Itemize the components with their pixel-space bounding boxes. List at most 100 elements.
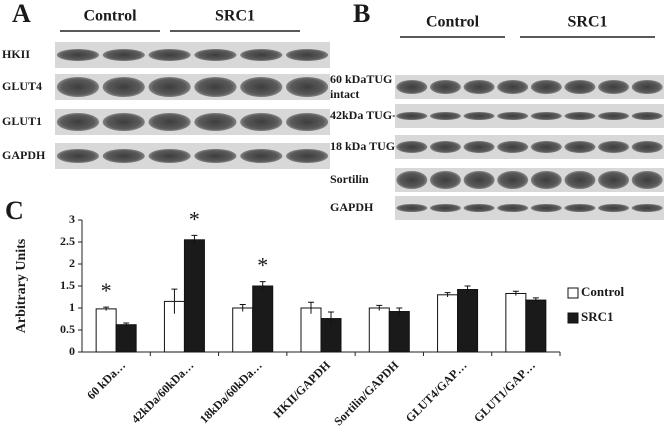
blot-band bbox=[194, 113, 237, 131]
blot-band bbox=[396, 80, 428, 94]
row-label: 60 kDaTUG intact bbox=[330, 72, 392, 101]
error-bar bbox=[512, 290, 519, 296]
error-bar bbox=[259, 281, 266, 291]
blot-band bbox=[286, 149, 329, 163]
blot-band bbox=[598, 80, 630, 94]
bar bbox=[505, 292, 527, 353]
row-label: GAPDH bbox=[2, 148, 46, 162]
blot-band bbox=[286, 77, 329, 97]
blot-band bbox=[463, 112, 495, 120]
blot-band bbox=[463, 141, 495, 153]
error-bar bbox=[464, 285, 471, 294]
blot-band bbox=[102, 77, 145, 97]
y-tick-label: 1 bbox=[69, 300, 75, 314]
y-tick-label: 3 bbox=[69, 212, 75, 226]
row-label: 42kDa TUG-C bbox=[330, 108, 405, 122]
blot-band bbox=[463, 80, 495, 94]
error-bar bbox=[376, 304, 383, 311]
error-bar bbox=[328, 311, 334, 326]
blot-strip bbox=[55, 143, 330, 169]
error-bar bbox=[191, 234, 198, 245]
blot-band bbox=[102, 49, 145, 61]
blot-band bbox=[286, 49, 329, 61]
bar bbox=[115, 324, 137, 353]
row-label: HKII bbox=[2, 47, 30, 61]
blot-band bbox=[598, 171, 630, 189]
blot-band bbox=[463, 204, 495, 212]
blot-panel-a: A Control SRC1 HKII GLUT4 GLUT1 GAPDH bbox=[2, 0, 330, 169]
blot-band bbox=[240, 149, 283, 163]
blot-band bbox=[56, 77, 99, 97]
blot-band bbox=[564, 112, 596, 120]
x-tick-label: 42kDa/60kDa… bbox=[129, 358, 197, 426]
blot-band bbox=[497, 141, 529, 153]
blot-band bbox=[530, 80, 562, 94]
blot-band bbox=[102, 149, 145, 163]
group-label: SRC1 bbox=[567, 14, 607, 31]
blot-band bbox=[240, 113, 283, 131]
error-bar bbox=[239, 303, 246, 312]
panel-label: A bbox=[12, 0, 31, 28]
y-tick-label: 2 bbox=[69, 256, 75, 270]
y-tick-label: 1.5 bbox=[60, 278, 75, 292]
panel-label: B bbox=[353, 0, 370, 28]
blot-band bbox=[564, 171, 596, 189]
blot-band bbox=[148, 49, 191, 61]
error-bar bbox=[103, 306, 110, 311]
bar bbox=[300, 307, 322, 353]
y-axis-label: Arbitrary Units bbox=[14, 238, 29, 333]
y-tick-label: 0.5 bbox=[60, 322, 75, 336]
blot-band bbox=[497, 171, 529, 189]
blot-band bbox=[240, 49, 283, 61]
group-label: Control bbox=[426, 14, 480, 31]
x-tick-label: HKII/GAPDH bbox=[270, 358, 333, 421]
row-label: GLUT4 bbox=[2, 79, 42, 93]
blot-band bbox=[564, 204, 596, 212]
x-tick-label: GLUT1/GAP… bbox=[471, 358, 538, 425]
bar bbox=[183, 239, 205, 353]
blot-band bbox=[194, 149, 237, 163]
blot-strip bbox=[55, 109, 330, 135]
x-tick-label: 18kDa/60kDa… bbox=[197, 358, 265, 426]
significance-mark: * bbox=[101, 278, 112, 303]
blot-band bbox=[56, 49, 99, 61]
legend-label: Control bbox=[581, 284, 624, 299]
blot-band bbox=[194, 49, 237, 61]
legend-swatch bbox=[567, 287, 579, 299]
chart: C Arbitrary Units 0 0.5 1 1.5 2 2.5 3 60 kDa… * 42k… bbox=[5, 196, 624, 428]
blot-band bbox=[148, 77, 191, 97]
bar bbox=[368, 307, 390, 353]
panel-label: C bbox=[5, 196, 24, 225]
blot-band bbox=[56, 113, 99, 131]
blot-band bbox=[631, 80, 663, 94]
group-label: Control bbox=[83, 8, 137, 25]
blot-band bbox=[631, 112, 663, 120]
blot-strip bbox=[55, 74, 330, 100]
error-bar bbox=[444, 292, 451, 297]
error-bar bbox=[532, 297, 539, 303]
blot-band bbox=[396, 204, 428, 212]
blot-band bbox=[598, 141, 630, 153]
legend-swatch bbox=[567, 312, 579, 324]
blot-band bbox=[429, 80, 461, 94]
blot-band bbox=[598, 112, 630, 120]
blot-band bbox=[396, 141, 428, 153]
error-bar bbox=[171, 288, 178, 314]
row-label: Sortilin bbox=[330, 172, 369, 186]
row-label: 18 kDa TUG-C bbox=[330, 139, 408, 153]
group-label: SRC1 bbox=[215, 8, 255, 25]
blot-band bbox=[463, 171, 495, 189]
y-tick-label: 0 bbox=[69, 344, 75, 358]
blot-band bbox=[530, 141, 562, 153]
blot-band bbox=[530, 171, 562, 189]
blot-band bbox=[429, 204, 461, 212]
x-tick-label: GLUT4/GAP… bbox=[403, 358, 470, 425]
bar bbox=[457, 289, 479, 353]
y-tick-label: 2.5 bbox=[60, 234, 75, 248]
blot-band bbox=[631, 141, 663, 153]
error-bar bbox=[308, 301, 314, 314]
blot-band bbox=[194, 77, 237, 97]
blot-band bbox=[598, 204, 630, 212]
blot-band bbox=[429, 112, 461, 120]
